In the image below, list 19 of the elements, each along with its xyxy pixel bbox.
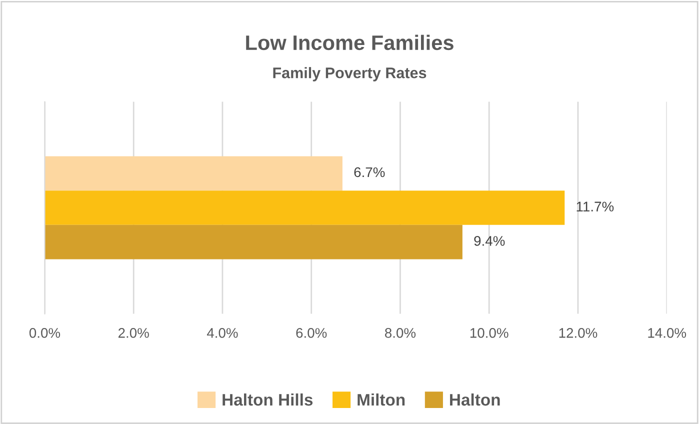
legend-label: Milton: [358, 393, 405, 406]
legend-label: Halton: [450, 393, 500, 406]
chart-subtitle: Family Poverty Rates: [273, 67, 426, 82]
x-tick-label: 4.0%: [206, 328, 238, 338]
bar: [44, 190, 565, 225]
data-label: 9.4%: [474, 236, 505, 246]
x-tick-label: 8.0%: [385, 328, 416, 338]
x-tick-label: 14.0%: [648, 328, 686, 338]
data-label: 6.7%: [354, 167, 385, 178]
data-label: 11.7%: [576, 202, 614, 212]
x-tick-label: 2.0%: [118, 328, 149, 338]
x-tick-label: 6.0%: [296, 328, 327, 338]
x-tick-label: 0.0%: [29, 328, 60, 338]
x-tick-label: 10.0%: [470, 328, 508, 338]
chart-title: Low Income Families: [246, 34, 454, 50]
bar: [44, 156, 342, 191]
x-tick-label: 12.0%: [559, 328, 598, 338]
legend-label: Halton Hills: [222, 393, 313, 406]
bar: [44, 224, 462, 260]
